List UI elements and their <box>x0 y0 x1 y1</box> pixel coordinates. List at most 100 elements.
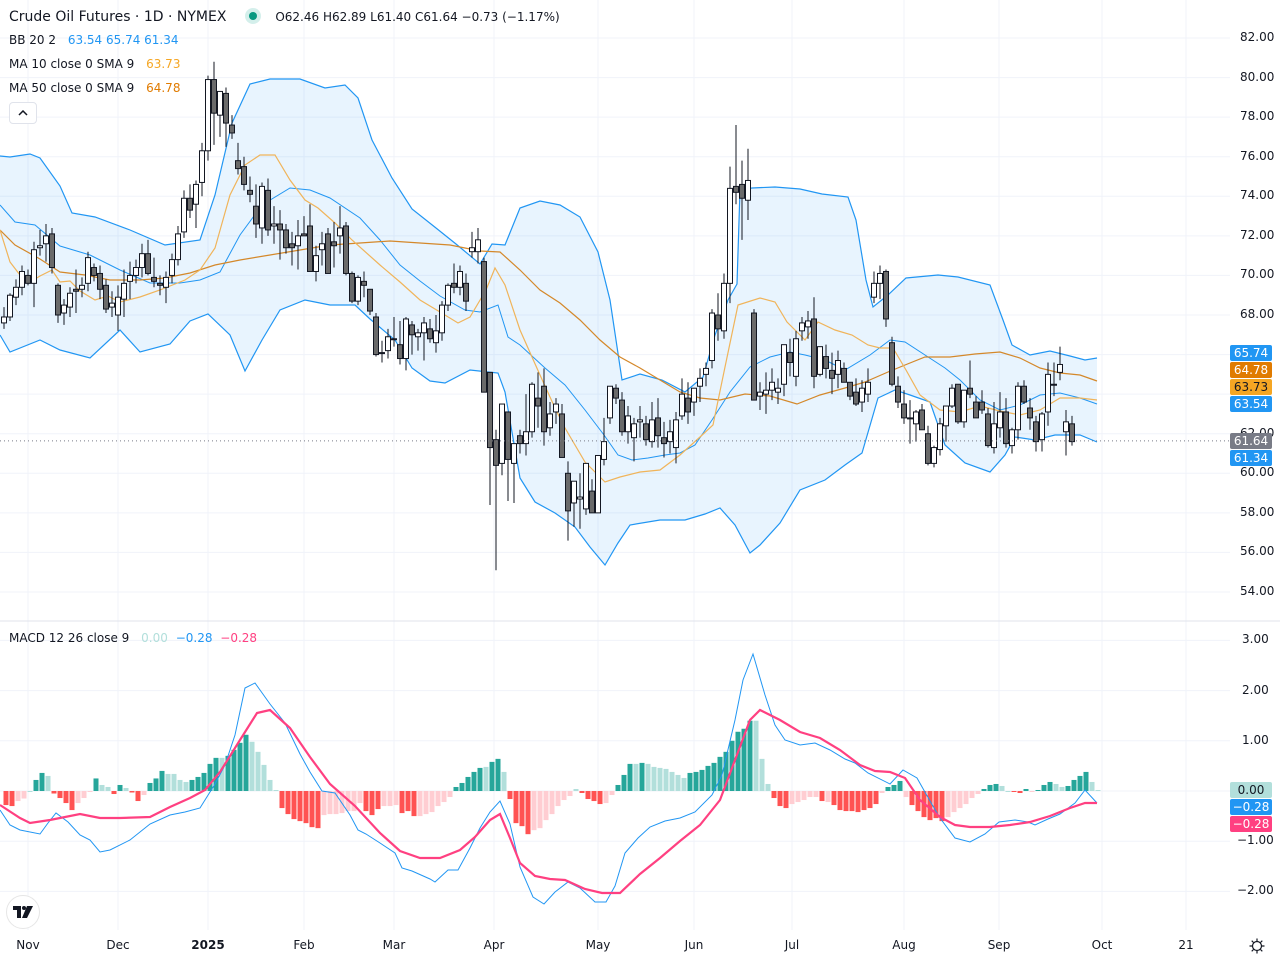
candle[interactable] <box>679 393 685 417</box>
candle[interactable] <box>145 253 151 274</box>
candle[interactable] <box>931 447 937 464</box>
candle[interactable] <box>85 257 91 284</box>
candle[interactable] <box>133 267 139 276</box>
candle[interactable] <box>205 79 211 152</box>
candle[interactable] <box>253 205 259 225</box>
candle[interactable] <box>361 280 367 286</box>
candle[interactable] <box>955 383 961 423</box>
candle[interactable] <box>451 282 457 288</box>
candle[interactable] <box>517 435 523 445</box>
tradingview-logo[interactable] <box>6 895 40 929</box>
candle[interactable] <box>655 417 661 437</box>
candle[interactable] <box>49 233 55 269</box>
candle[interactable] <box>559 413 565 458</box>
candle[interactable] <box>913 411 919 425</box>
candle[interactable] <box>523 431 529 445</box>
candle[interactable] <box>613 387 619 399</box>
candle[interactable] <box>265 189 271 231</box>
candle[interactable] <box>1039 413 1045 441</box>
candle[interactable] <box>883 270 889 320</box>
candle[interactable] <box>703 367 709 375</box>
candle[interactable] <box>319 243 325 251</box>
candle[interactable] <box>865 381 871 395</box>
candle[interactable] <box>919 409 925 431</box>
candle[interactable] <box>673 419 679 449</box>
candle[interactable] <box>421 322 427 334</box>
candle[interactable] <box>1 316 7 324</box>
candle[interactable] <box>739 183 745 199</box>
candle[interactable] <box>841 367 847 383</box>
candle[interactable] <box>25 274 31 284</box>
candle[interactable] <box>223 92 229 124</box>
candle[interactable] <box>607 385 613 419</box>
candle[interactable] <box>829 369 835 379</box>
candle[interactable] <box>667 431 673 443</box>
candle[interactable] <box>187 197 193 211</box>
candle[interactable] <box>373 316 379 356</box>
candle[interactable] <box>811 318 817 377</box>
candle[interactable] <box>1015 385 1021 431</box>
candle[interactable] <box>637 419 643 423</box>
candle[interactable] <box>553 403 559 413</box>
candle[interactable] <box>355 276 361 302</box>
candle[interactable] <box>733 185 739 193</box>
candle[interactable] <box>175 233 181 261</box>
candle[interactable] <box>277 223 283 231</box>
candle[interactable] <box>835 360 841 375</box>
candle[interactable] <box>505 411 511 460</box>
candle[interactable] <box>211 79 217 114</box>
candle[interactable] <box>427 328 433 340</box>
candle[interactable] <box>583 462 589 510</box>
candle[interactable] <box>973 401 979 419</box>
candle[interactable] <box>991 423 997 449</box>
candle[interactable] <box>625 415 631 433</box>
symbol-title[interactable]: Crude Oil Futures · 1D · NYMEX <box>9 9 227 25</box>
candle[interactable] <box>1003 411 1009 445</box>
candle[interactable] <box>997 411 1003 429</box>
ma10-legend[interactable]: MA 10 close 0 SMA 9 63.73 <box>9 56 180 72</box>
candle[interactable] <box>985 413 991 447</box>
candle[interactable] <box>139 253 145 269</box>
candle[interactable] <box>565 472 571 512</box>
candle[interactable] <box>715 314 721 330</box>
candle[interactable] <box>493 439 499 466</box>
candle[interactable] <box>313 255 319 272</box>
candle[interactable] <box>817 346 823 375</box>
candle[interactable] <box>337 227 343 237</box>
candle[interactable] <box>289 243 295 249</box>
candle[interactable] <box>787 352 793 363</box>
candle[interactable] <box>109 302 115 308</box>
candle[interactable] <box>241 166 247 185</box>
candle[interactable] <box>103 284 109 310</box>
candle[interactable] <box>19 270 25 288</box>
candle[interactable] <box>937 423 943 451</box>
candle[interactable] <box>571 480 577 504</box>
candle[interactable] <box>235 160 241 170</box>
candle[interactable] <box>805 320 811 328</box>
candle[interactable] <box>1021 385 1027 403</box>
candle[interactable] <box>949 387 955 407</box>
candle[interactable] <box>91 267 97 276</box>
collapse-legend-button[interactable] <box>9 102 37 124</box>
candle[interactable] <box>643 423 649 441</box>
candle[interactable] <box>481 261 487 393</box>
candle[interactable] <box>1051 383 1057 386</box>
candle[interactable] <box>193 183 199 205</box>
candle[interactable] <box>67 292 73 308</box>
candle[interactable] <box>433 330 439 344</box>
candle[interactable] <box>745 179 751 201</box>
candle[interactable] <box>199 150 205 183</box>
candle[interactable] <box>697 377 703 387</box>
candle[interactable] <box>619 399 625 433</box>
candle[interactable] <box>61 304 67 314</box>
candle[interactable] <box>163 276 169 288</box>
candle[interactable] <box>781 344 787 385</box>
candle[interactable] <box>409 324 415 336</box>
candle[interactable] <box>1045 373 1051 413</box>
candle[interactable] <box>943 405 949 427</box>
candle[interactable] <box>925 433 931 464</box>
candle[interactable] <box>73 288 79 292</box>
candle[interactable] <box>349 272 355 302</box>
candle[interactable] <box>127 274 133 282</box>
